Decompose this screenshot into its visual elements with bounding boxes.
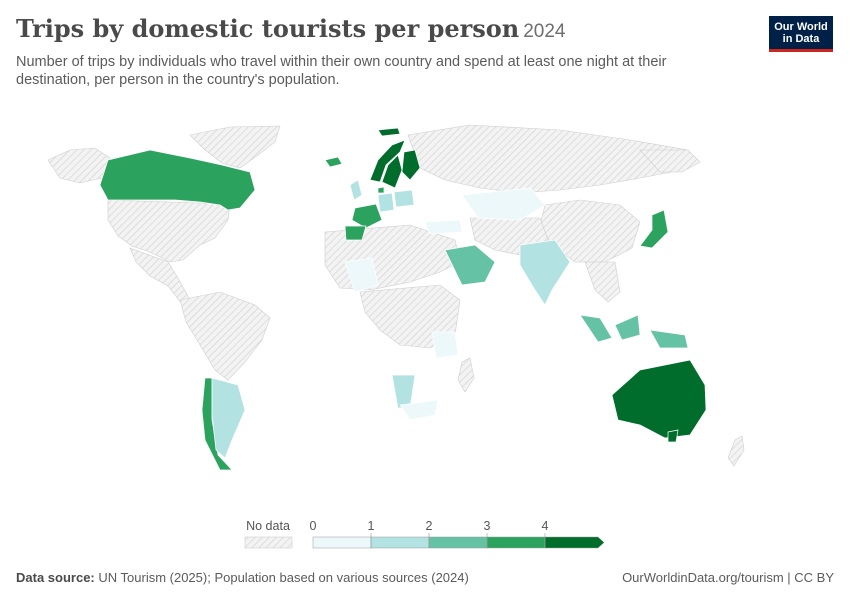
country-germany [377,192,395,213]
legend-no-data-label: No data [246,519,290,533]
country-india [519,239,571,306]
chart-title: Trips by domestic tourists per person 202… [16,14,566,43]
country-norway [369,139,406,183]
greenland [189,125,281,169]
country-france [351,203,383,229]
russia [407,124,689,194]
legend-bin-2 [428,536,488,549]
madagascar [457,357,475,393]
country-finland [401,149,421,181]
legend-tick-0: 0 [310,519,317,533]
footer-link[interactable]: OurWorldinData.org/tourism | CC BY [622,570,834,585]
northern-south-america [179,291,271,381]
country-united-kingdom [349,179,363,201]
country-sweden [381,154,403,189]
data-regions [99,127,707,471]
country-kazakhstan [461,187,546,221]
legend-bin-3 [486,536,546,549]
legend-tick-4: 4 [542,519,549,533]
legend-bin-4 [544,536,605,549]
country-iceland [324,156,343,168]
chart-subtitle: Number of trips by individuals who trave… [16,54,667,88]
country-denmark [377,186,385,194]
country-canada [99,149,256,211]
country-indonesia [579,314,689,349]
country-poland [393,189,415,208]
country-tanzania [431,331,459,359]
legend-tick-2: 2 [426,519,433,533]
country-australia-tasmania [667,429,679,443]
north-africa [324,224,461,291]
legend-tick-3: 3 [484,519,491,533]
no-data-regions [47,124,745,467]
country-saudi-arabia [444,244,496,286]
country-japan [639,209,669,249]
united-states [107,199,231,263]
country-spain [344,225,367,241]
title-year: 2024 [523,21,566,42]
title-text: Trips by domestic tourists per person [16,14,520,43]
country-mali [344,257,379,293]
country-turkey [424,219,463,235]
legend-tick-1: 1 [368,519,375,533]
southeast-asia [584,261,621,303]
country-argentina [211,377,246,459]
country-south-africa [399,399,439,421]
legend-no-data-swatch [244,536,293,549]
country-namibia [391,374,416,409]
country-norway-north [377,127,401,137]
logo-line-2: in Data [782,32,820,45]
source-text: UN Tourism (2025); Population based on v… [98,570,469,585]
source-label: Data source: [16,570,95,585]
legend-bin-1 [370,536,430,549]
legend-bin-0 [312,536,372,549]
footer-source: Data source: UN Tourism (2025); Populati… [16,570,469,585]
alaska [47,147,111,184]
new-zealand [727,435,745,467]
legend: No data 0 1 2 3 4 [244,519,605,549]
country-australia [611,359,707,439]
logo-line-1: Our World [774,20,828,33]
owid-logo[interactable]: Our World in Data [769,16,833,52]
russia-east [639,149,701,173]
